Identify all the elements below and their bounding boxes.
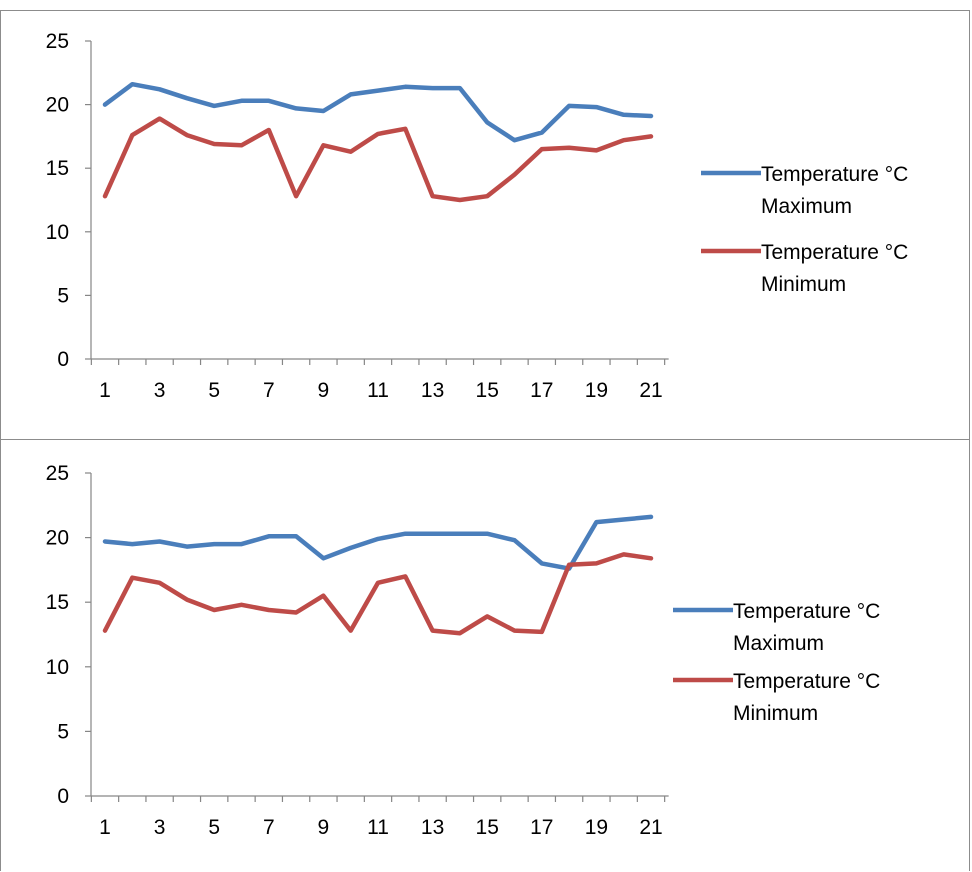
x-tick-label: 1 xyxy=(99,816,111,839)
x-tick-label: 3 xyxy=(154,379,166,402)
x-tick-label: 13 xyxy=(421,816,444,839)
series-line-minimum xyxy=(102,116,654,203)
x-tick-label: 13 xyxy=(421,379,444,402)
x-tick-label: 21 xyxy=(639,379,662,402)
chart-panel-bottom: 0 5 10 15 20 25 1 3 5 7 9 11 13 15 17 19 21 Temperature °… xyxy=(0,439,970,871)
legend-label-line1: Temperature °C xyxy=(733,670,880,693)
x-tick-label: 19 xyxy=(585,816,608,839)
x-tick-label: 11 xyxy=(367,816,389,839)
legend-label-line1: Temperature °C xyxy=(733,600,880,623)
chart-panel-top: 0 5 10 15 20 25 1 3 5 7 9 11 13 15 17 19 21 Temperature °… xyxy=(0,10,970,440)
legend-label-line2: Minimum xyxy=(761,273,846,296)
x-tick-label: 9 xyxy=(318,816,330,839)
series-line-maximum xyxy=(102,81,654,143)
y-tick-label: 10 xyxy=(46,656,69,679)
x-tick-label: 15 xyxy=(476,816,499,839)
legend-label-line2: Minimum xyxy=(733,702,818,725)
y-tick-label: 0 xyxy=(57,785,69,808)
y-tick-label: 15 xyxy=(46,157,69,180)
legend-label-line2: Maximum xyxy=(733,632,824,655)
x-tick-label: 5 xyxy=(208,816,220,839)
x-tick-label: 17 xyxy=(530,379,553,402)
x-tick-label: 5 xyxy=(208,379,220,402)
y-tick-label: 20 xyxy=(46,527,69,550)
x-tick-label: 19 xyxy=(585,379,608,402)
y-tick-label: 25 xyxy=(46,30,69,53)
x-tick-label: 7 xyxy=(263,379,275,402)
legend-label-line1: Temperature °C xyxy=(761,241,908,264)
y-tick-label: 5 xyxy=(57,284,69,307)
legend-label-line2: Maximum xyxy=(761,195,852,218)
series-line-maximum xyxy=(102,514,654,571)
legend-label-line1: Temperature °C xyxy=(761,163,908,186)
x-tick-label: 1 xyxy=(99,379,111,402)
x-tick-label: 3 xyxy=(154,816,166,839)
y-tick-label: 5 xyxy=(57,720,69,743)
y-tick-label: 15 xyxy=(46,591,69,614)
y-tick-label: 0 xyxy=(57,348,69,371)
x-tick-label: 9 xyxy=(318,379,330,402)
x-tick-label: 21 xyxy=(639,816,662,839)
x-tick-label: 17 xyxy=(530,816,553,839)
y-tick-label: 10 xyxy=(46,221,69,244)
y-tick-label: 20 xyxy=(46,94,69,117)
x-tick-label: 15 xyxy=(476,379,499,402)
series-line-minimum xyxy=(102,552,654,636)
x-tick-label: 11 xyxy=(367,379,389,402)
y-tick-label: 25 xyxy=(46,462,69,485)
x-tick-label: 7 xyxy=(263,816,275,839)
